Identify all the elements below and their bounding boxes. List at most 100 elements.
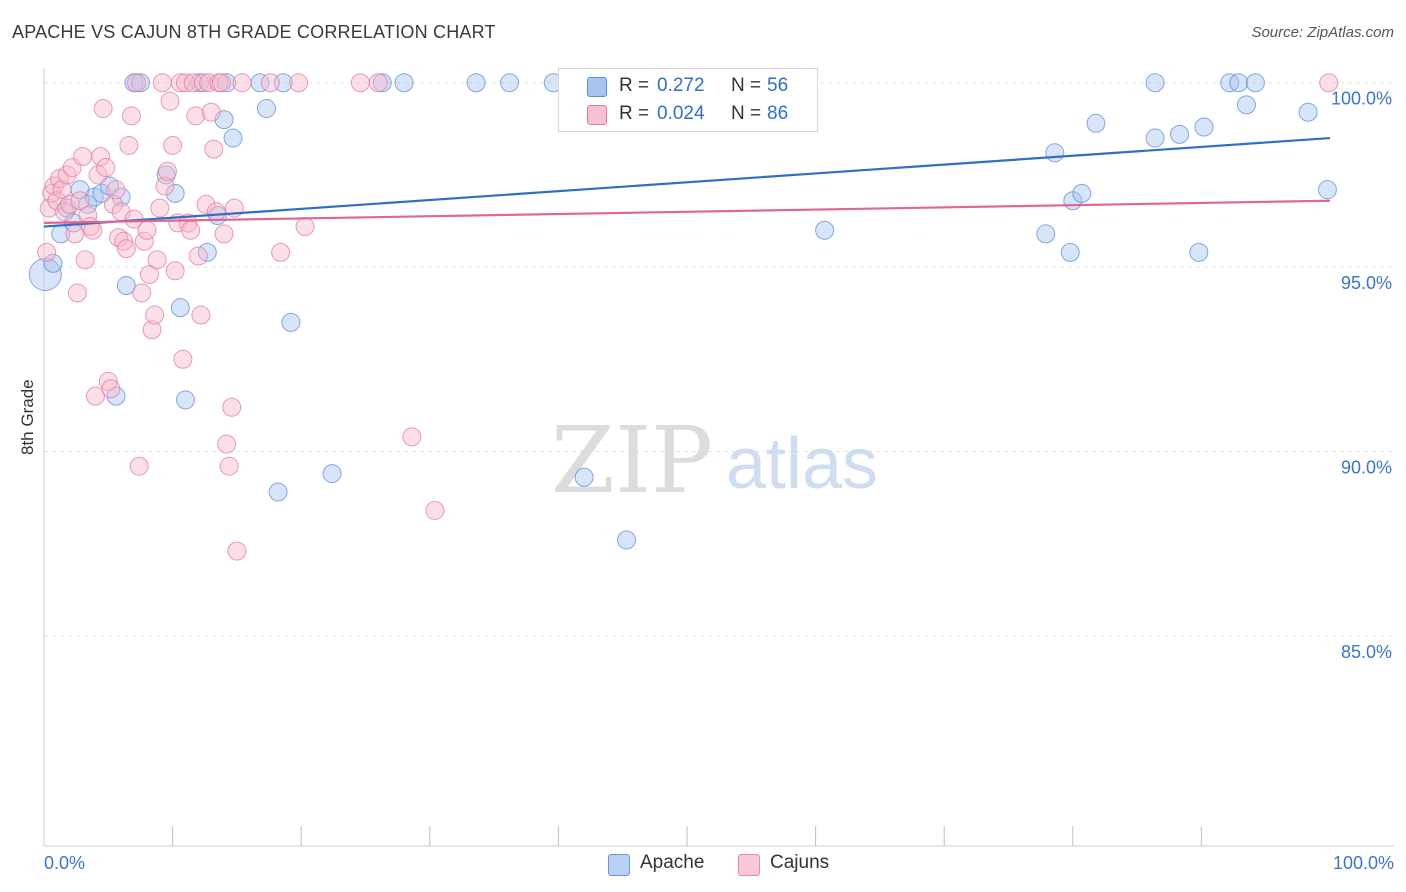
cajuns-point (67, 283, 87, 303)
r-value: 0.024 (657, 103, 705, 124)
cajuns-point (188, 246, 208, 266)
apache-point (175, 390, 195, 410)
apache-point (1189, 242, 1209, 262)
cajuns-point (132, 283, 152, 303)
r-value: 0.272 (657, 75, 705, 96)
apache-point (1060, 242, 1080, 262)
cajuns-point (37, 242, 57, 262)
cajuns-point (222, 397, 242, 417)
cajuns-point (119, 135, 139, 155)
cajuns-point (1319, 73, 1339, 93)
cajuns-point (160, 91, 180, 111)
cajuns-swatch (587, 105, 607, 125)
cajuns-point (47, 191, 67, 211)
cajuns-point (147, 250, 167, 270)
apache-point (165, 183, 185, 203)
n-label: N = (731, 75, 762, 96)
stats-legend: R = 0.272 N = 56 R = 0.024 N = 86 (558, 68, 818, 132)
source-label: Source: ZipAtlas.com (1251, 24, 1394, 41)
apache-point (322, 464, 342, 484)
cajuns-point (116, 239, 136, 259)
x-tick-label: 0.0% (44, 853, 85, 873)
data-points (28, 73, 1339, 561)
apache-point (1145, 128, 1165, 148)
cajuns-point (88, 165, 108, 185)
cajuns-point (260, 73, 280, 93)
cajuns-point (139, 264, 159, 284)
cajuns-point (227, 541, 247, 561)
cajuns-point (73, 146, 93, 166)
series-legend: Apache Cajuns (0, 852, 1406, 878)
cajuns-point (402, 427, 422, 447)
apache-point (617, 530, 637, 550)
cajuns-point (52, 180, 72, 200)
n-value: 86 (767, 103, 789, 124)
cajuns-point (219, 456, 239, 476)
cajuns-point (60, 194, 80, 214)
apache-point (394, 73, 414, 93)
legend-label-cajuns: Cajuns (770, 852, 830, 873)
tick-labels: 85.0% 90.0% 95.0% 100.0% 0.0% 100.0% (44, 89, 1394, 873)
apache-point (92, 183, 112, 203)
cajuns-point (289, 73, 309, 93)
cajuns-point (101, 379, 121, 399)
apache-point (1194, 117, 1214, 137)
watermark-atlas: atlas (726, 424, 878, 504)
apache-trend-line (43, 136, 1331, 228)
cajuns-point (75, 250, 95, 270)
apache-point (223, 128, 243, 148)
apache-point (1170, 124, 1190, 144)
cajuns-point (109, 228, 129, 248)
apache-swatch (587, 77, 607, 97)
apache-point (574, 467, 594, 487)
y-tick-label: 100.0% (1331, 89, 1392, 109)
apache-point (100, 176, 120, 196)
cajuns-point (98, 371, 118, 391)
n-value: 56 (767, 75, 789, 96)
cajuns-point (91, 146, 111, 166)
apache-point (1298, 102, 1318, 122)
cajuns-point (183, 73, 203, 93)
cajuns-point (137, 220, 157, 240)
apache-point (1045, 143, 1065, 163)
cajuns-point (134, 231, 154, 251)
cajuns-point (214, 224, 234, 244)
cajuns-point (155, 176, 175, 196)
cajuns-point (295, 217, 315, 237)
cajuns-trend-line (43, 199, 1331, 224)
n-label: N = (731, 103, 762, 124)
legend-label-apache: Apache (640, 852, 705, 873)
r-label: R = (619, 103, 650, 124)
apache-point (1245, 73, 1265, 93)
x-tick-label: 100.0% (1333, 853, 1394, 873)
cajuns-point (271, 242, 291, 262)
cajuns-point (211, 73, 231, 93)
cajuns-point (196, 194, 216, 214)
chart-title: APACHE VS CAJUN 8TH GRADE CORRELATION CH… (12, 22, 496, 42)
cajuns-point (206, 202, 226, 222)
apache-point (170, 298, 190, 318)
cajuns-point (186, 106, 206, 126)
cajuns-point (127, 73, 147, 93)
cajuns-point (106, 180, 126, 200)
y-axis-label: 8th Grade (18, 379, 37, 455)
cajuns-point (201, 102, 221, 122)
cajuns-point (85, 386, 105, 406)
cajuns-point (350, 73, 370, 93)
axes (43, 68, 1394, 847)
y-tick-label: 95.0% (1341, 273, 1392, 293)
cajuns-point (152, 73, 172, 93)
apache-point (1086, 113, 1106, 133)
cajuns-point (114, 231, 134, 251)
cajuns-point (368, 73, 388, 93)
cajuns-point (145, 305, 165, 325)
trend-lines (43, 136, 1331, 228)
cajuns-point (121, 106, 141, 126)
cajuns-point (173, 349, 193, 369)
gridlines (44, 82, 1394, 637)
cajuns-point (150, 198, 170, 218)
cajuns-point (103, 194, 123, 214)
cajuns-point (181, 220, 201, 240)
apache-point (815, 220, 835, 240)
cajuns-point (70, 191, 90, 211)
